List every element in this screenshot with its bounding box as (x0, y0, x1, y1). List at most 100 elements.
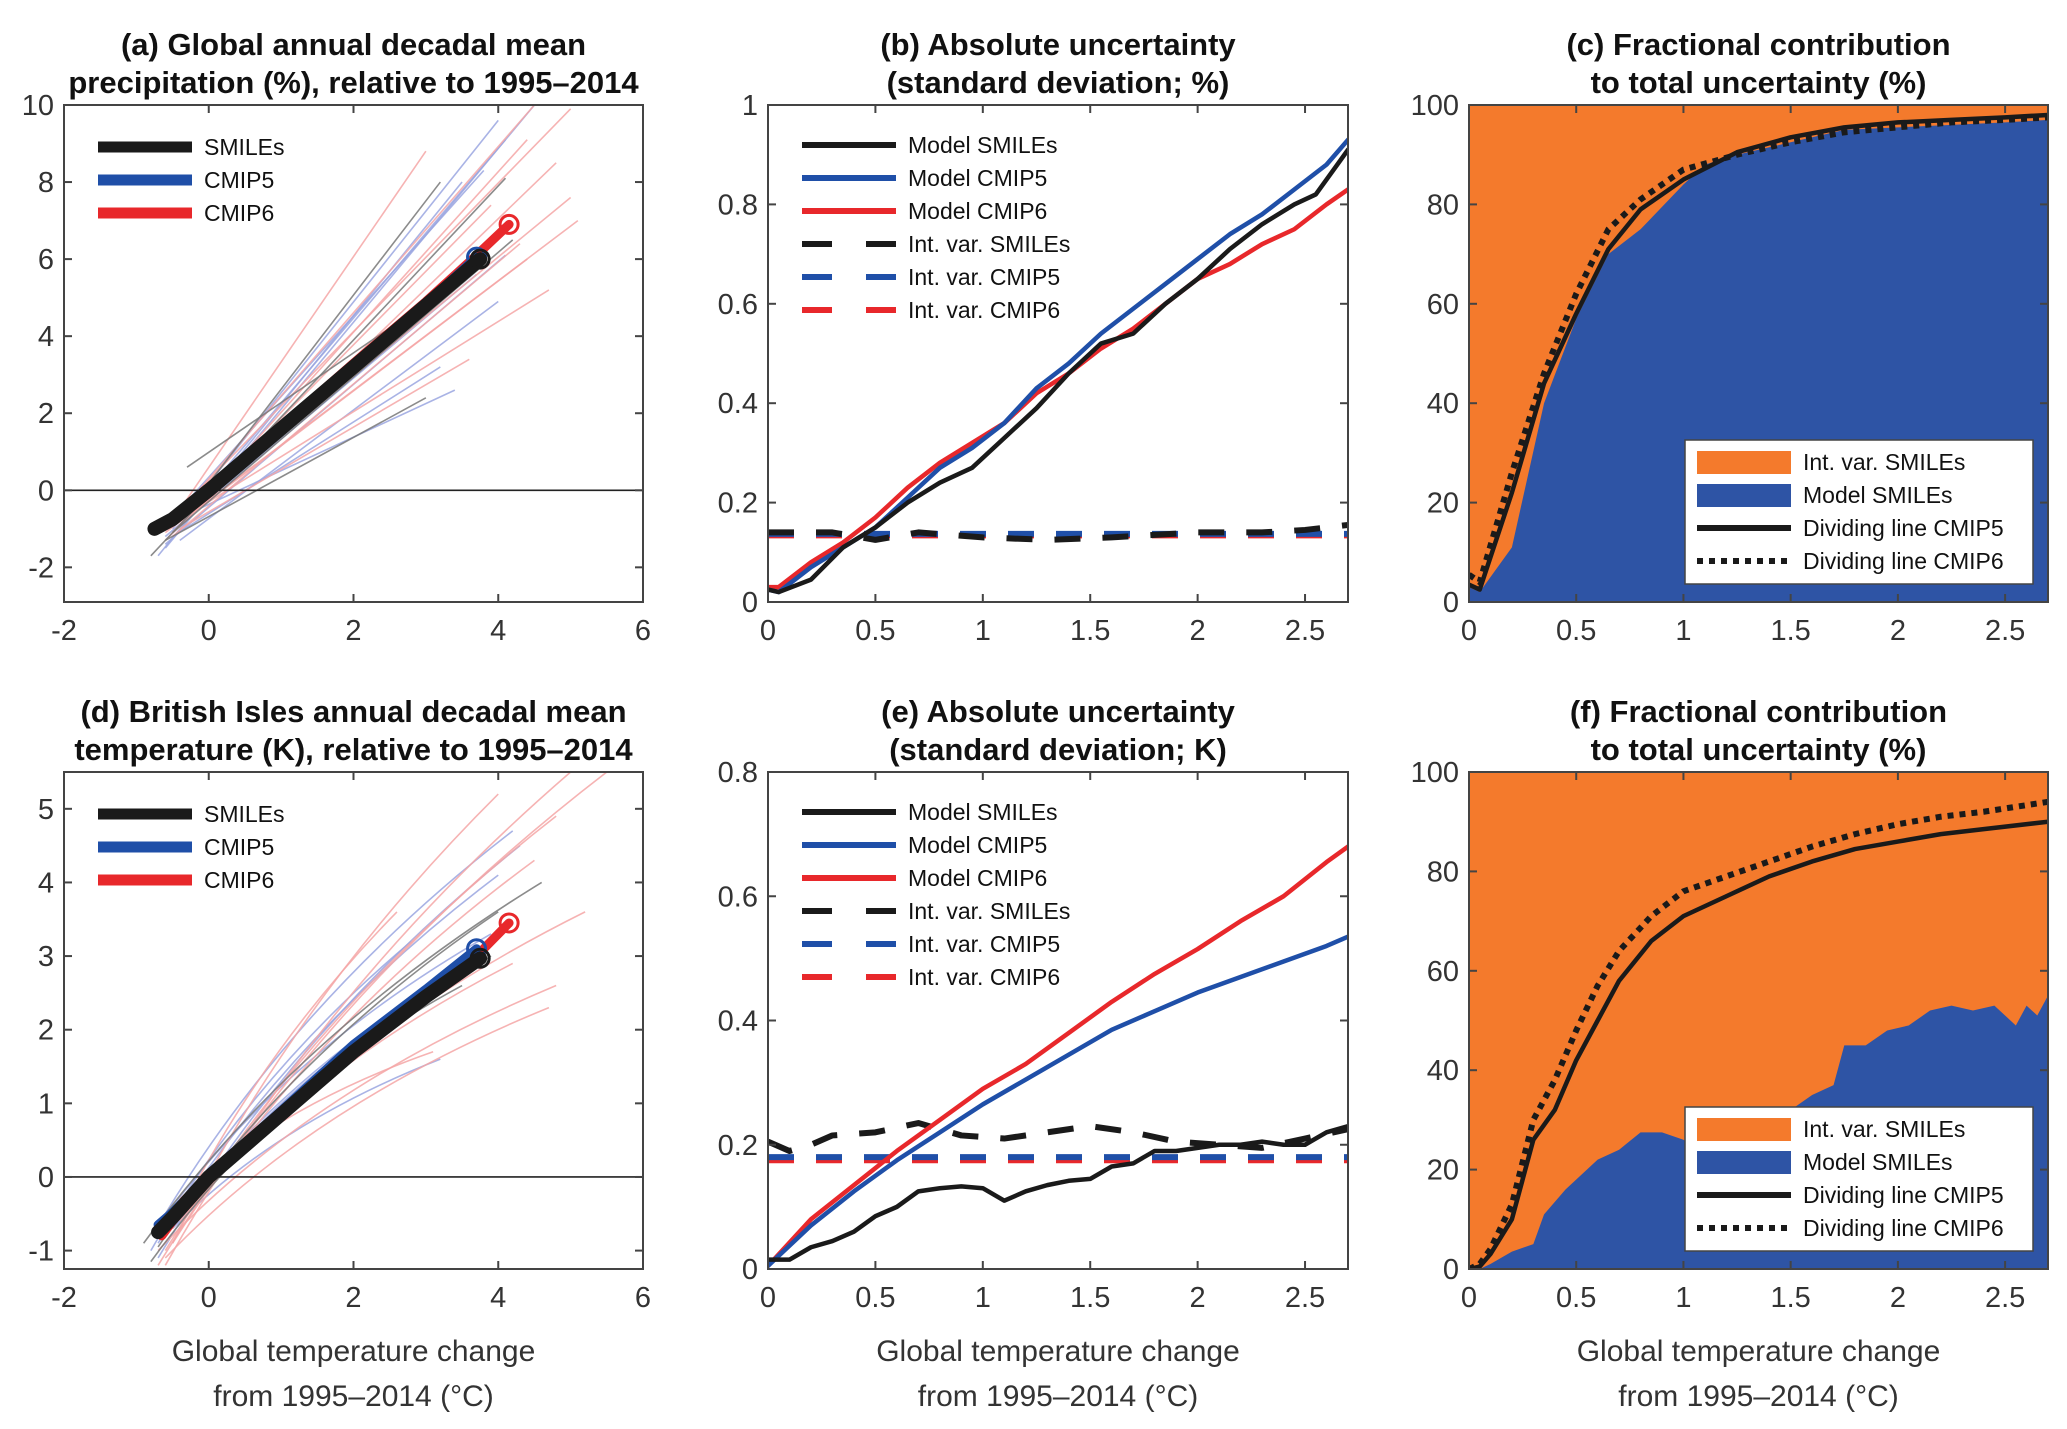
y-tick-label: 0.8 (718, 189, 758, 221)
x-tick-label: 0 (201, 1282, 217, 1314)
legend-label: Model SMILEs (1803, 1149, 1953, 1175)
panel-d: (d) British Isles annual decadal meantem… (28, 694, 651, 1413)
member-line-cmip5 (172, 389, 456, 522)
member-line-cmip6 (179, 358, 470, 530)
x-tick-label: 2 (1190, 1282, 1206, 1314)
series-line-model_cmip5 (768, 934, 1348, 1269)
panel-e: (e) Absolute uncertainty(standard deviat… (718, 694, 1349, 1413)
y-tick-label: 0 (38, 1162, 54, 1194)
member-line-smiles (164, 984, 463, 1229)
x-tick-label: 2.5 (1985, 615, 2025, 647)
series-line-model_cmip6 (768, 844, 1348, 1269)
axes-frame (767, 104, 1349, 603)
legend-swatch-iv_smiles (1697, 1118, 1791, 1141)
series-line-div_cmip6 (1469, 114, 2048, 586)
x-tick-label: 4 (490, 1282, 506, 1314)
axes-frame (1468, 104, 2049, 603)
y-tick-label: 20 (1427, 488, 1459, 520)
chart-title-line1: (d) British Isles annual decadal mean (80, 694, 626, 729)
y-tick-label: 40 (1427, 388, 1459, 420)
x-tick-label: 2.5 (1985, 1282, 2025, 1314)
legend-label: Int. var. SMILEs (908, 898, 1070, 924)
legend: SMILEs CMIP5 CMIP6 (98, 801, 285, 893)
chart-title-line1: (f) Fractional contribution (1570, 694, 1947, 729)
plot-area (64, 105, 643, 557)
legend-swatch-model_smiles (1697, 1151, 1791, 1174)
x-tick-label: 2 (1890, 1282, 1906, 1314)
x-tick-label: 0.5 (1556, 615, 1596, 647)
chart-title-line1: (e) Absolute uncertainty (881, 694, 1235, 729)
legend-label: Int. var. SMILEs (1803, 1116, 1965, 1142)
panel-b: (b) Absolute uncertainty(standard deviat… (718, 27, 1349, 647)
end-marker-smiles (469, 248, 491, 270)
y-tick-label: 1 (38, 1088, 54, 1120)
y-tick-label: 4 (38, 321, 54, 353)
legend: Model SMILEs Model CMIP5 Model CMIP6 Int. v… (802, 799, 1070, 990)
x-tick-label: 0 (760, 1282, 776, 1314)
legend: Int. var. SMILEs Model SMILEs Dividing lin… (1684, 439, 2034, 585)
series-line-model_cmip5 (768, 137, 1348, 595)
series-line-div_cmip5 (1469, 112, 2048, 592)
legend-label: CMIP5 (204, 834, 274, 860)
y-tick-label: 3 (38, 941, 54, 973)
y-tick-label: 20 (1427, 1155, 1459, 1187)
chart-title-line2: (standard deviation; %) (887, 65, 1230, 100)
y-tick-label: 2 (38, 1015, 54, 1047)
x-tick-label: 1.5 (1070, 1282, 1110, 1314)
legend-label: Model CMIP6 (908, 198, 1047, 224)
plot-area (768, 844, 1348, 1269)
plot-area (768, 137, 1348, 595)
x-axis-label-line2: from 1995–2014 (°C) (1618, 1380, 1898, 1413)
x-tick-label: 4 (490, 615, 506, 647)
end-marker-cmip6 (498, 912, 520, 934)
x-axis-label-line1: Global temperature change (876, 1335, 1240, 1368)
y-tick-label: 1 (742, 90, 758, 122)
chart-title-line2: to total uncertainty (%) (1591, 65, 1927, 100)
y-tick-label: 10 (22, 90, 54, 122)
legend-label: Dividing line CMIP5 (1803, 1182, 2004, 1208)
x-tick-label: 2 (345, 1282, 361, 1314)
legend-swatch-iv_smiles (1697, 451, 1791, 474)
member-line-cmip6 (164, 105, 536, 530)
member-line-cmip6 (172, 243, 521, 538)
y-tick-label: 80 (1427, 856, 1459, 888)
legend-label: Int. var. CMIP5 (908, 264, 1060, 290)
x-tick-label: 1.5 (1771, 1282, 1811, 1314)
x-tick-label: 1 (1675, 615, 1691, 647)
y-tick-label: 0 (742, 1254, 758, 1286)
member-line-cmip5 (186, 139, 507, 514)
y-tick-label: 4 (38, 867, 54, 899)
member-line-cmip5 (172, 366, 441, 538)
y-tick-label: 0 (742, 587, 758, 619)
legend-label: SMILEs (204, 801, 285, 827)
legend-label: CMIP5 (204, 167, 274, 193)
y-tick-label: 100 (1411, 90, 1459, 122)
x-tick-label: -2 (51, 615, 77, 647)
y-tick-label: 0.6 (718, 289, 758, 321)
member-line-smiles (179, 181, 441, 522)
chart-title-line1: (a) Global annual decadal mean (121, 27, 586, 62)
series-line-model_smiles (768, 147, 1348, 595)
series-line-smiles (151, 951, 488, 1240)
y-tick-label: 8 (38, 167, 54, 199)
x-tick-label: -2 (51, 1282, 77, 1314)
chart-title-line1: (b) Absolute uncertainty (880, 27, 1236, 62)
y-tick-label: 0.2 (718, 488, 758, 520)
legend-label: Model CMIP5 (908, 165, 1047, 191)
y-tick-label: -2 (28, 552, 54, 584)
chart-title-line2: temperature (K), relative to 1995–2014 (74, 732, 633, 767)
member-line-smiles (142, 881, 543, 1244)
legend-label: Dividing line CMIP6 (1803, 1215, 2004, 1241)
x-tick-label: 0 (201, 615, 217, 647)
axes-frame (1468, 771, 2049, 1270)
legend-label: Model CMIP6 (908, 865, 1047, 891)
x-tick-label: 0.5 (855, 615, 895, 647)
member-line-cmip5 (179, 169, 485, 511)
member-line-cmip6 (164, 1006, 550, 1259)
x-tick-label: 1 (1675, 1282, 1691, 1314)
x-tick-label: 0 (1461, 615, 1477, 647)
chart-title-line2: precipitation (%), relative to 1995–2014 (68, 65, 639, 100)
legend-label: Int. var. CMIP6 (908, 964, 1060, 990)
member-line-cmip6 (186, 258, 528, 518)
